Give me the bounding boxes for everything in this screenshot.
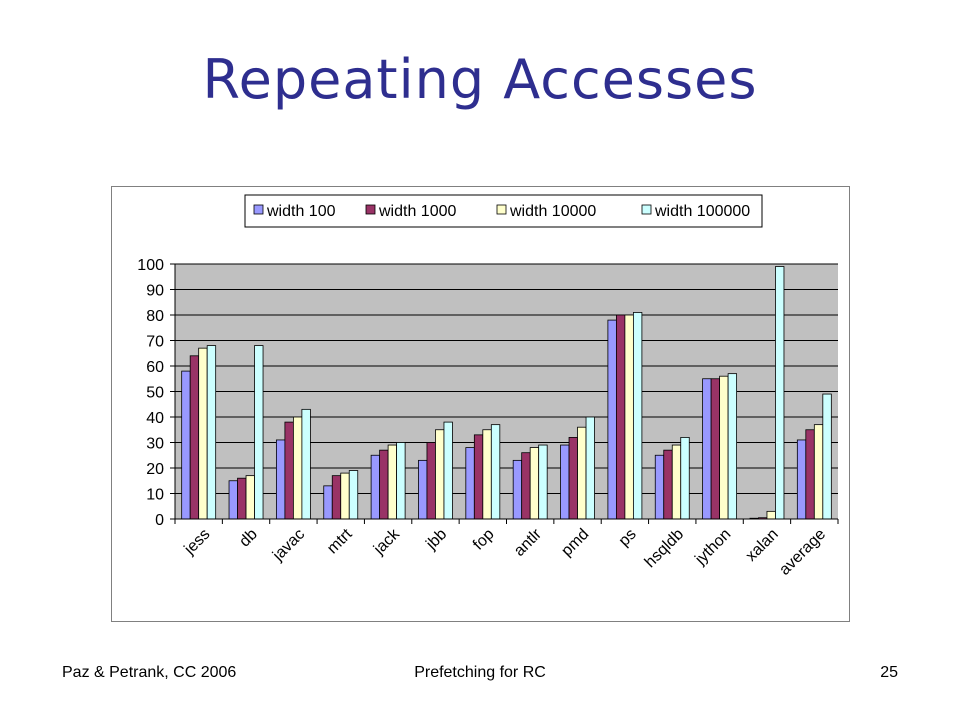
bar [615, 314, 626, 520]
bar [237, 477, 247, 520]
bar [473, 434, 484, 520]
bar [710, 378, 721, 520]
y-tick-label: 10 [146, 487, 164, 504]
bar [805, 429, 815, 520]
x-tick-label: db [236, 526, 261, 551]
bar [490, 424, 501, 520]
bar [426, 442, 436, 520]
x-tick-labels: jess db javac mtrt jack jbb fop antlr pmd ps hsqld… [181, 525, 830, 579]
y-tick-label: 70 [146, 334, 164, 351]
x-tick-label: pmd [558, 526, 592, 560]
bar [702, 378, 712, 520]
x-tick-label: ps [616, 526, 640, 550]
bar [284, 421, 294, 520]
bar [766, 510, 776, 520]
bar [813, 424, 824, 520]
legend-label: width 10000 [509, 203, 596, 220]
bar [663, 449, 673, 520]
bar [387, 444, 398, 520]
x-tick-label: jython [692, 526, 735, 569]
bar [775, 266, 785, 520]
legend-swatch [496, 204, 507, 215]
bar [301, 408, 311, 520]
bar [822, 393, 832, 520]
bar [228, 480, 238, 520]
bar [198, 347, 208, 520]
x-tick-label: average [776, 526, 829, 579]
bar [512, 459, 523, 520]
bar [340, 472, 350, 520]
x-tick-label: antlr [511, 525, 546, 560]
bar [607, 319, 617, 520]
bar [529, 447, 540, 520]
y-tick-label: 0 [155, 512, 164, 529]
bar [370, 454, 381, 520]
bar [275, 439, 286, 520]
bar [443, 421, 453, 520]
y-tick-label: 100 [137, 257, 164, 274]
bar [568, 436, 578, 520]
y-tick-label: 80 [146, 308, 164, 325]
bar-chart: width 100 width 1000 width 10000 width 1000… [137, 194, 839, 579]
page-number: 25 [880, 664, 898, 681]
y-tick-label: 30 [146, 436, 164, 453]
legend-label: width 100000 [654, 203, 750, 220]
bar [348, 470, 359, 520]
bar [624, 314, 634, 520]
legend-swatch [253, 204, 264, 215]
bar [181, 370, 191, 520]
y-tick-label: 50 [146, 385, 164, 402]
axes [174, 264, 839, 524]
legend-label: width 100 [266, 203, 336, 220]
bar [727, 373, 738, 520]
bar [418, 459, 428, 520]
x-tick-label: fop [470, 526, 498, 554]
legend-label: width 1000 [378, 203, 456, 220]
bar [379, 449, 389, 520]
bar [323, 485, 333, 520]
bar [465, 447, 475, 520]
bar [654, 454, 665, 520]
y-tick-labels: 0 10 20 30 40 50 60 70 80 90 100 [137, 257, 175, 529]
bars [181, 266, 832, 520]
x-tick-label: xalan [743, 526, 782, 565]
slide-title: Repeating Accesses [202, 48, 758, 111]
y-tick-label: 90 [146, 283, 164, 300]
x-tick-label: jess [181, 526, 214, 559]
x-tick-label: javac [269, 526, 308, 565]
bar [245, 475, 255, 520]
x-tick-label: jack [370, 525, 404, 559]
bar [671, 444, 682, 520]
y-tick-label: 60 [146, 359, 164, 376]
bar [435, 429, 445, 520]
bar [680, 436, 690, 520]
bar [189, 355, 200, 520]
x-tick-label: jbb [422, 526, 450, 554]
bar [254, 345, 264, 520]
legend-swatch [641, 204, 652, 215]
bar [482, 429, 492, 520]
bar [796, 439, 807, 520]
chart-frame: width 100 width 1000 width 10000 width 1000… [111, 186, 850, 622]
bar [560, 444, 570, 520]
bar [538, 444, 548, 520]
x-tick-label: mtrt [324, 525, 356, 557]
legend-swatch [365, 204, 376, 215]
bar [206, 345, 217, 520]
footer-title: Prefetching for RC [414, 664, 546, 681]
x-tick-label: hsqldb [642, 526, 687, 571]
bar [396, 442, 406, 520]
y-tick-label: 40 [146, 410, 164, 427]
footer-author: Paz & Petrank, CC 2006 [62, 664, 237, 681]
chart-legend: width 100 width 1000 width 10000 width 1000… [244, 194, 763, 228]
bar [719, 375, 729, 520]
bar [577, 426, 587, 520]
bar [632, 312, 643, 520]
bar [521, 452, 531, 520]
bar [585, 416, 595, 520]
bar [292, 416, 303, 520]
y-tick-label: 20 [146, 461, 164, 478]
bar [331, 475, 342, 520]
